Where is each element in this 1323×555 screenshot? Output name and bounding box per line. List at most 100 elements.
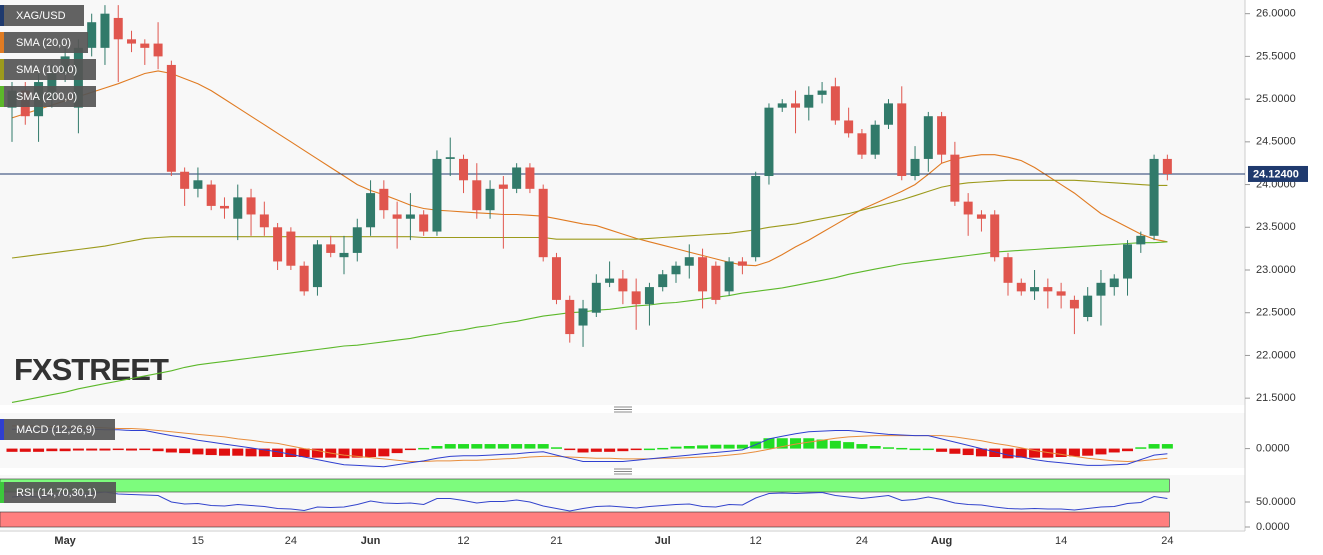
legend-item: SMA (100,0) (0, 59, 96, 80)
macd-histogram-bar (351, 448, 363, 458)
candle-body (538, 188, 548, 258)
candle-body (100, 13, 110, 48)
candle-body (937, 116, 947, 155)
y-tick-label: 0.0000 (1256, 442, 1290, 454)
candle-body (379, 188, 389, 211)
rsi-line (11, 491, 1168, 512)
legend-label: SMA (200,0) (16, 91, 77, 103)
macd-histogram-bar (484, 444, 496, 449)
macd-histogram-bar (232, 448, 244, 456)
x-tick-label: Aug (931, 535, 952, 547)
macd-histogram-bar (1029, 448, 1041, 458)
sma-line (11, 241, 1168, 403)
macd-histogram-bar (404, 448, 416, 451)
candle-body (605, 278, 615, 283)
macd-histogram-bar (776, 438, 788, 449)
x-tick-label: 15 (192, 535, 204, 547)
macd-histogram-bar (245, 448, 257, 457)
candle-body (976, 214, 986, 219)
macd-histogram-bar (126, 448, 138, 451)
macd-histogram-bar (179, 448, 191, 454)
macd-histogram-bar (710, 444, 722, 449)
y-tick-label: 21.5000 (1256, 392, 1296, 404)
legend-box (0, 5, 84, 26)
candle-body (777, 103, 787, 108)
candle-body (366, 193, 376, 228)
macd-histogram-bar (1015, 448, 1027, 458)
candle-body (113, 17, 123, 40)
candle-body (1149, 158, 1159, 236)
macd-histogram-bar (829, 440, 841, 449)
candle-body (352, 227, 362, 253)
macd-histogram-bar (1161, 444, 1173, 449)
candle-body (405, 214, 415, 219)
y-tick-label: 22.0000 (1256, 349, 1296, 361)
candle-body (273, 227, 283, 262)
candle-body (737, 261, 747, 266)
macd-histogram-bar (936, 448, 948, 452)
candle-body (551, 257, 561, 300)
candle-body (990, 214, 1000, 258)
candle-body (963, 201, 973, 215)
macd-histogram-bar (882, 447, 894, 449)
signal-line (12, 425, 1168, 463)
candle-body (259, 214, 269, 228)
macd-histogram-bar (218, 448, 230, 456)
legend-label: MACD (12,26,9) (16, 424, 95, 436)
candle-body (312, 244, 322, 288)
candle-body (950, 154, 960, 202)
macd-histogram-bar (431, 446, 443, 449)
sma-line (11, 70, 1168, 267)
candle-body (870, 124, 880, 155)
macd-histogram-bar (1042, 448, 1054, 458)
macd-histogram-bar (1108, 448, 1120, 453)
candle-body (565, 299, 575, 335)
legend-swatch (0, 86, 4, 107)
candle-body (1030, 287, 1040, 292)
macd-histogram-bar (590, 448, 602, 452)
candle-body (844, 120, 854, 134)
x-tick-label: Jul (655, 535, 671, 547)
macd-histogram-bar (444, 444, 456, 449)
macd-histogram-bar (989, 448, 1001, 457)
macd-histogram-bar (975, 448, 987, 457)
candle-body (525, 167, 535, 189)
candle-body (1162, 158, 1172, 174)
macd-histogram-bar (19, 448, 31, 452)
y-tick-label: 26.0000 (1256, 8, 1296, 20)
macd-histogram-bar (670, 446, 682, 449)
macd-histogram-bar (803, 438, 815, 449)
candle-body (1043, 287, 1053, 292)
macd-histogram-bar (537, 444, 549, 449)
macd-histogram-bar (1122, 448, 1134, 452)
macd-histogram-bar (497, 444, 509, 449)
candle-body (658, 274, 668, 288)
legend-swatch (0, 59, 4, 80)
legend-item: SMA (20,0) (0, 32, 88, 53)
macd-histogram-bar (657, 447, 669, 450)
legend-swatch (0, 419, 4, 440)
candle-body (711, 265, 721, 300)
candle-body (432, 158, 442, 232)
macd-histogram-bar (112, 448, 124, 451)
macd-histogram-bar (790, 438, 802, 449)
x-tick-label: 21 (550, 535, 562, 547)
candle-body (1016, 282, 1026, 292)
candle-body (419, 214, 429, 232)
x-tick-label: May (54, 535, 76, 547)
legend-item: MACD (12,26,9) (0, 419, 115, 440)
legend-label: XAG/USD (16, 10, 66, 22)
macd-histogram-bar (1082, 448, 1094, 456)
macd-histogram-bar (139, 448, 151, 451)
candle-body (485, 188, 495, 211)
macd-histogram-bar (46, 448, 58, 452)
macd-histogram-bar (272, 448, 284, 457)
candle-body (910, 158, 920, 177)
y-tick-label: 25.5000 (1256, 50, 1296, 62)
macd-histogram-bar (458, 444, 470, 449)
candle-body (883, 103, 893, 125)
macd-histogram-bar (365, 448, 377, 457)
last-price-box (1248, 165, 1308, 182)
macd-histogram-bar (909, 448, 921, 451)
sma-line (11, 179, 1168, 259)
